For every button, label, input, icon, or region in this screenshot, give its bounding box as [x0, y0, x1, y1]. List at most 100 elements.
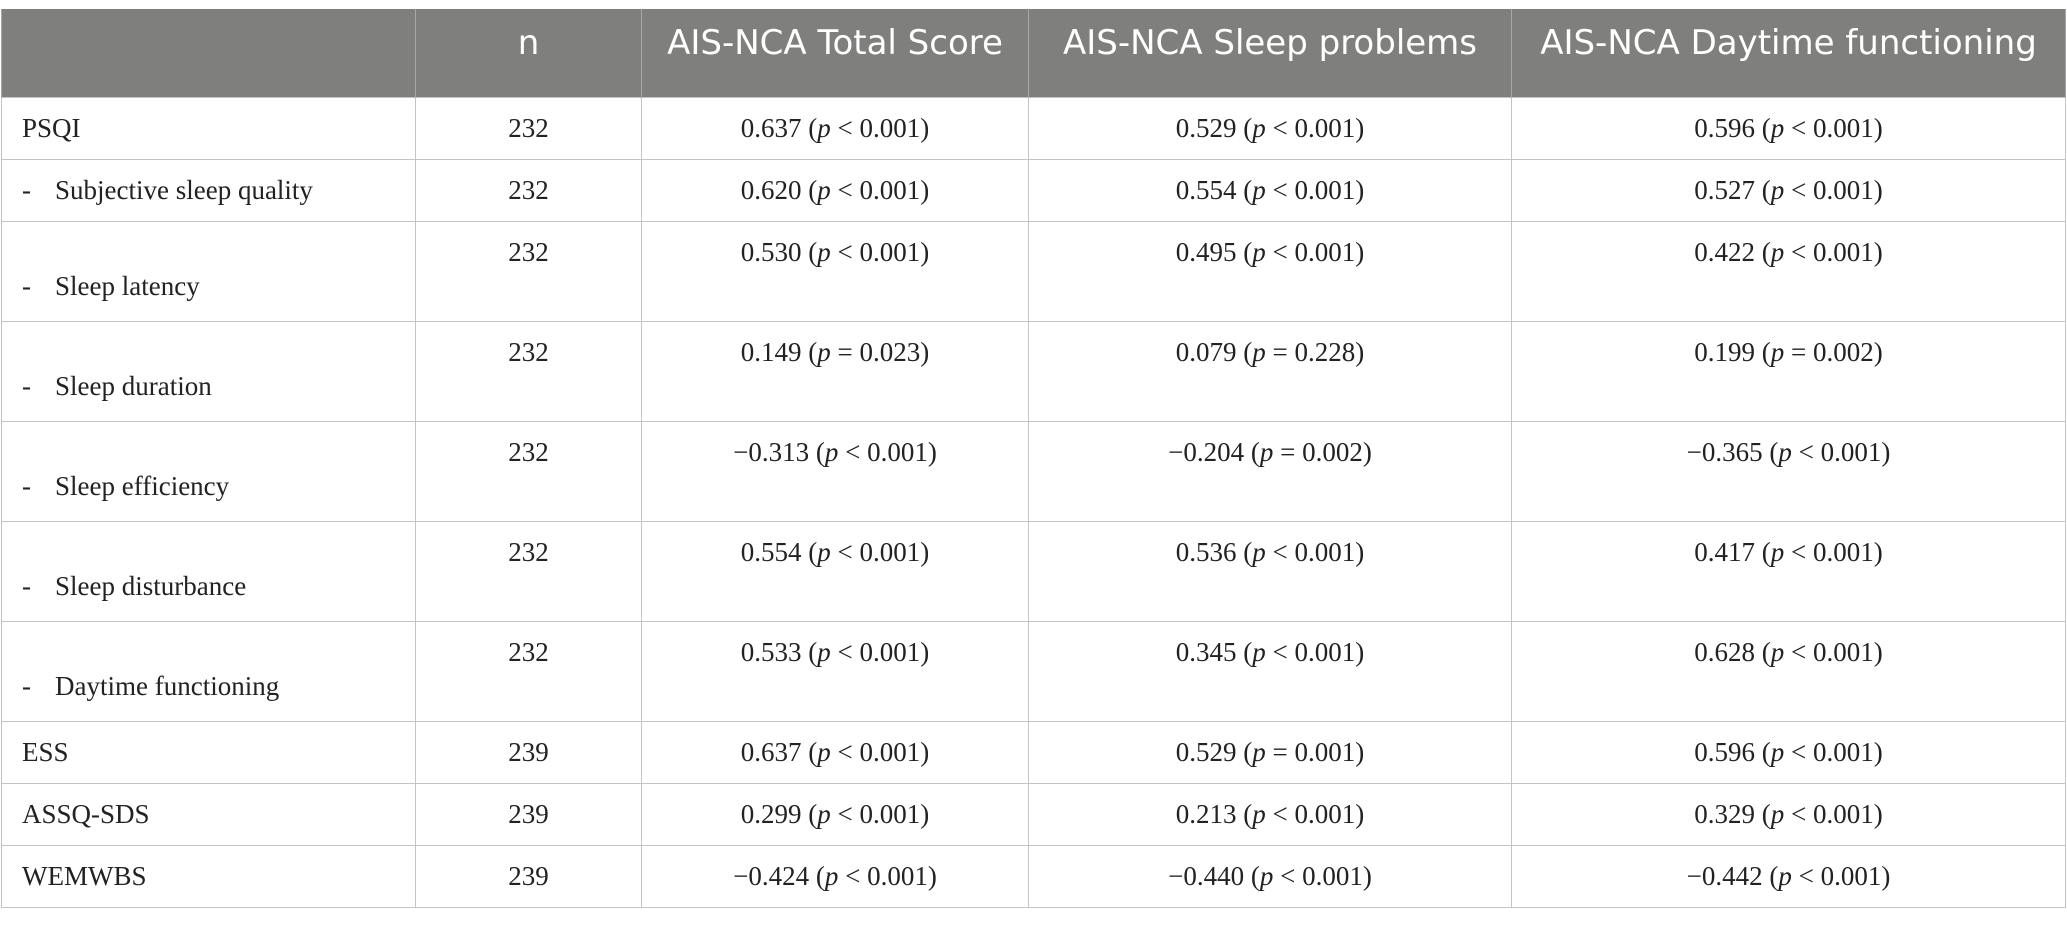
row-label-line: - Sleep duration [22, 322, 405, 402]
p-symbol: p [817, 636, 831, 667]
sub-item-marker: - [22, 570, 31, 601]
rho-value: 0.596 [1694, 112, 1755, 143]
rho-value: 0.554 [1175, 174, 1237, 205]
row-label: Sleep disturbance [55, 570, 247, 601]
correlation-value: 0.533 (p < 0.001) [740, 636, 930, 667]
row-label-cell: PSQI [1, 96, 416, 160]
row-label-line: ESS [22, 722, 405, 768]
p-operator: < [1272, 236, 1288, 267]
row-label-line: - Subjective sleep quality [22, 160, 405, 206]
row-label-cell: - Sleep disturbance [1, 520, 416, 622]
p-symbol: p [1770, 336, 1785, 367]
table-body: PSQI 232 0.637 (p < 0.001) 0.529 (p < 0.001… [1, 96, 2066, 908]
row-label-line: - Sleep disturbance [22, 522, 405, 602]
correlation-cell: 0.417 (p < 0.001) [1511, 520, 2066, 622]
p-value: 0.001 [1820, 436, 1882, 467]
p-symbol: p [1259, 860, 1274, 891]
p-operator: < [837, 798, 853, 829]
correlation-value: 0.329 (p < 0.001) [1694, 798, 1883, 829]
rho-value: 0.596 [1694, 736, 1755, 767]
correlation-cell: −0.204 (p = 0.002) [1028, 420, 1512, 522]
row-label-line: WEMWBS [22, 846, 405, 892]
row-label-line: PSQI [22, 98, 405, 144]
p-value: 0.001 [1294, 798, 1356, 829]
rho-value: 0.345 [1175, 636, 1237, 667]
row-label: PSQI [22, 112, 81, 143]
p-operator: < [1791, 536, 1807, 567]
p-symbol: p [817, 112, 831, 143]
correlation-cell: 0.495 (p < 0.001) [1028, 220, 1512, 322]
rho-value: 0.417 [1694, 536, 1755, 567]
p-operator: < [837, 174, 853, 205]
row-label-cell: ASSQ-SDS [1, 782, 416, 846]
p-operator: < [1272, 636, 1288, 667]
p-value: 0.001 [1812, 798, 1874, 829]
correlation-cell: 0.533 (p < 0.001) [641, 620, 1029, 722]
p-value: 0.023 [859, 336, 921, 367]
p-symbol: p [1770, 112, 1785, 143]
sub-item-marker: - [22, 174, 31, 205]
p-operator: < [1272, 536, 1288, 567]
row-label-line: - Sleep latency [22, 222, 405, 302]
p-value: 0.001 [1294, 536, 1356, 567]
p-operator: < [1791, 174, 1807, 205]
row-label: Sleep duration [55, 370, 212, 401]
p-value: 0.001 [1294, 736, 1356, 767]
p-value: 0.001 [1812, 736, 1874, 767]
rho-value: 0.554 [740, 536, 802, 567]
sample-size: 232 [508, 536, 549, 567]
rho-value: 0.620 [740, 174, 802, 205]
p-value: 0.001 [1812, 536, 1874, 567]
rho-value: 0.329 [1694, 798, 1755, 829]
row-label-cell: - Sleep efficiency [1, 420, 416, 522]
correlation-value: −0.442 (p < 0.001) [1686, 860, 1891, 891]
correlation-value: 0.554 (p < 0.001) [1175, 174, 1365, 205]
rho-value: −0.424 [733, 860, 810, 891]
p-operator: < [1798, 436, 1814, 467]
p-operator: < [1272, 174, 1288, 205]
rho-value: 0.637 [740, 736, 802, 767]
correlation-cell: 0.527 (p < 0.001) [1511, 158, 2066, 222]
p-symbol: p [817, 798, 831, 829]
p-operator: < [1798, 860, 1814, 891]
n-cell: 232 [415, 520, 642, 622]
p-symbol: p [1252, 798, 1266, 829]
row-label-cell: WEMWBS [1, 844, 416, 908]
header-total-score: AIS-NCA Total Score [641, 9, 1029, 97]
rho-value: 0.529 [1175, 736, 1237, 767]
row-label-line: ASSQ-SDS [22, 784, 405, 830]
p-operator: < [1791, 798, 1807, 829]
rho-value: 0.213 [1175, 798, 1237, 829]
correlation-value: 0.345 (p < 0.001) [1175, 636, 1365, 667]
correlation-cell: −0.365 (p < 0.001) [1511, 420, 2066, 522]
sample-size: 232 [508, 112, 549, 143]
p-operator: < [1791, 236, 1807, 267]
p-symbol: p [1770, 798, 1785, 829]
p-value: 0.001 [1812, 174, 1874, 205]
n-cell: 232 [415, 96, 642, 160]
p-value: 0.001 [1294, 112, 1356, 143]
rho-value: 0.495 [1175, 236, 1237, 267]
sample-size: 239 [508, 736, 549, 767]
p-operator: = [837, 336, 853, 367]
sample-size: 232 [508, 436, 549, 467]
table-row: - Sleep latency 232 0.530 (p < 0.001) 0.495 … [1, 220, 2066, 322]
p-value: 0.001 [1812, 636, 1874, 667]
p-operator: < [845, 436, 861, 467]
rho-value: 0.637 [740, 112, 802, 143]
correlation-value: 0.213 (p < 0.001) [1175, 798, 1365, 829]
rho-value: 0.079 [1175, 336, 1237, 367]
row-label: Sleep efficiency [55, 470, 230, 501]
correlation-value: 0.149 (p = 0.023) [740, 336, 930, 367]
row-label-line: - Sleep efficiency [22, 422, 405, 502]
rho-value: 0.527 [1694, 174, 1755, 205]
p-operator: < [1791, 636, 1807, 667]
n-cell: 232 [415, 620, 642, 722]
correlation-cell: 0.213 (p < 0.001) [1028, 782, 1512, 846]
p-operator: < [1272, 798, 1288, 829]
rho-value: −0.204 [1168, 436, 1245, 467]
p-value: 0.228 [1294, 336, 1356, 367]
p-operator: = [1791, 336, 1807, 367]
p-value: 0.001 [859, 798, 921, 829]
p-value: 0.001 [1812, 236, 1874, 267]
